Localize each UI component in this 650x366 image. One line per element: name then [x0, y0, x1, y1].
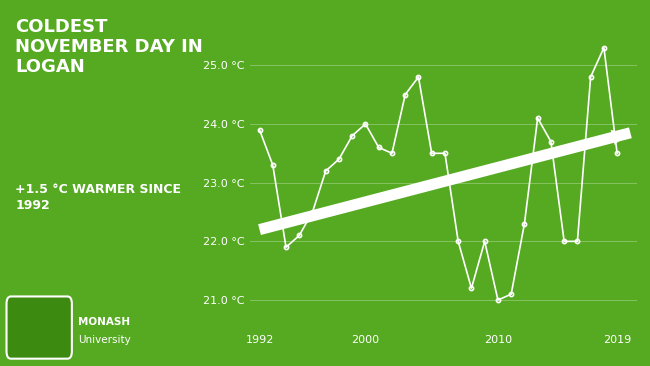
Text: COLDEST
NOVEMBER DAY IN
LOGAN: COLDEST NOVEMBER DAY IN LOGAN: [15, 18, 203, 76]
Text: University: University: [79, 335, 131, 345]
FancyBboxPatch shape: [6, 296, 72, 359]
Text: MONASH: MONASH: [79, 317, 131, 326]
Text: +1.5 °C WARMER SINCE
1992: +1.5 °C WARMER SINCE 1992: [15, 183, 181, 212]
